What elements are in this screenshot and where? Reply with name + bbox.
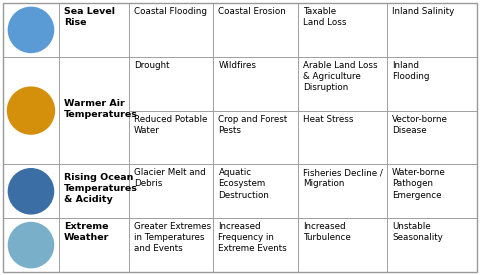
Bar	[298, 57, 387, 111]
Bar	[387, 164, 477, 218]
Text: Arable Land Loss
& Agriculture
Disruption: Arable Land Loss & Agriculture Disruptio…	[303, 61, 377, 92]
Bar	[3, 218, 59, 272]
Text: Unstable
Seasonality: Unstable Seasonality	[392, 222, 443, 242]
Text: Crop and Forest
Pests: Crop and Forest Pests	[218, 115, 288, 135]
Bar	[298, 218, 387, 272]
Bar	[214, 218, 298, 272]
Bar	[214, 3, 298, 57]
Bar	[298, 3, 387, 57]
Text: Warmer Air
Temperatures: Warmer Air Temperatures	[64, 98, 138, 119]
Text: Increased
Turbulence: Increased Turbulence	[303, 222, 350, 242]
Bar	[129, 3, 214, 57]
Text: Reduced Potable
Water: Reduced Potable Water	[134, 115, 207, 135]
Bar	[214, 57, 298, 111]
Text: Inland
Flooding: Inland Flooding	[392, 61, 430, 81]
Text: Vector-borne
Disease: Vector-borne Disease	[392, 115, 448, 135]
Bar	[387, 111, 477, 164]
Text: Taxable
Land Loss: Taxable Land Loss	[303, 7, 347, 27]
Bar	[129, 164, 214, 218]
Bar	[298, 164, 387, 218]
Circle shape	[8, 222, 54, 268]
Bar	[129, 111, 214, 164]
Text: Extreme
Weather: Extreme Weather	[64, 222, 109, 242]
Text: Rising Ocean
Temperatures
& Acidity: Rising Ocean Temperatures & Acidity	[64, 173, 138, 204]
Text: Water-borne
Pathogen
Emergence: Water-borne Pathogen Emergence	[392, 168, 446, 200]
Bar	[298, 111, 387, 164]
Bar	[387, 57, 477, 111]
Bar	[387, 3, 477, 57]
Text: Drought: Drought	[134, 61, 169, 70]
Circle shape	[8, 7, 54, 53]
Bar	[129, 218, 214, 272]
Text: Sea Level
Rise: Sea Level Rise	[64, 7, 115, 27]
Circle shape	[8, 169, 54, 214]
Bar	[214, 164, 298, 218]
Bar	[214, 111, 298, 164]
Circle shape	[8, 87, 54, 134]
Text: Fisheries Decline /
Migration: Fisheries Decline / Migration	[303, 168, 383, 188]
Text: Heat Stress: Heat Stress	[303, 115, 353, 123]
Text: Wildfires: Wildfires	[218, 61, 256, 70]
Bar	[3, 57, 59, 164]
Text: Increased
Frequency in
Extreme Events: Increased Frequency in Extreme Events	[218, 222, 287, 253]
Bar	[3, 164, 59, 218]
Text: Glacier Melt and
Debris: Glacier Melt and Debris	[134, 168, 206, 188]
Text: Coastal Flooding: Coastal Flooding	[134, 7, 207, 16]
Text: Coastal Erosion: Coastal Erosion	[218, 7, 286, 16]
Bar	[59, 218, 129, 272]
Bar	[59, 57, 129, 164]
Bar	[59, 164, 129, 218]
Text: Aquatic
Ecosystem
Destruction: Aquatic Ecosystem Destruction	[218, 168, 269, 200]
Bar	[59, 3, 129, 57]
Text: Greater Extremes
in Temperatures
and Events: Greater Extremes in Temperatures and Eve…	[134, 222, 211, 253]
Text: Inland Salinity: Inland Salinity	[392, 7, 454, 16]
Bar	[3, 3, 59, 57]
Bar	[387, 218, 477, 272]
Bar	[129, 57, 214, 111]
